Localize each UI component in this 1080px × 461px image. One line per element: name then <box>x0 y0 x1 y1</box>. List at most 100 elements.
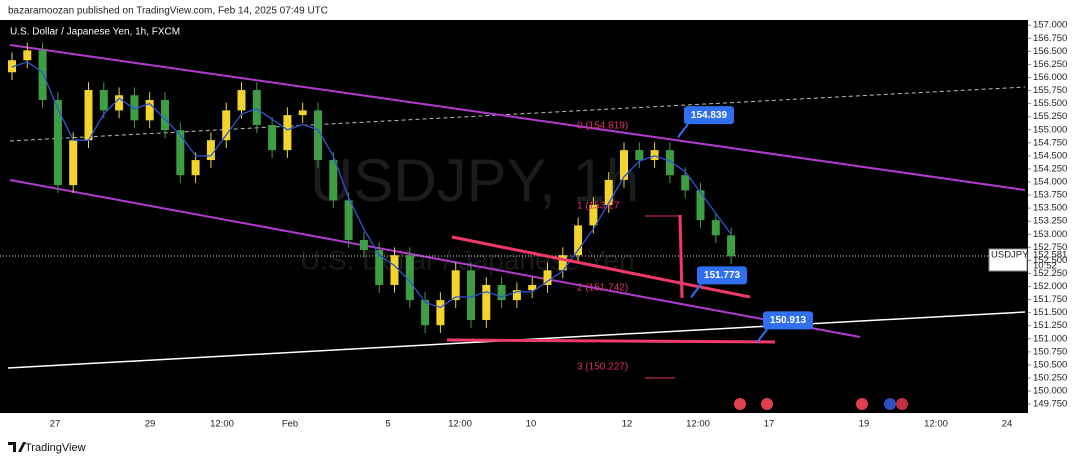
candle-body <box>252 90 261 126</box>
event-icon <box>896 398 908 410</box>
y-tick-label: 154.250 <box>1033 163 1067 174</box>
x-tick-label: 27 <box>50 419 61 430</box>
candle-body <box>298 110 307 116</box>
candle-body <box>650 150 659 161</box>
x-tick-label: 12:00 <box>686 419 710 430</box>
candle-body <box>222 110 231 141</box>
candle-body <box>421 300 430 326</box>
plot-area <box>0 20 1028 413</box>
y-tick-label: 153.500 <box>1033 203 1067 214</box>
x-tick-label: 12 <box>622 419 633 430</box>
candle-body <box>390 255 399 285</box>
publisher: bazaramoozan published on TradingView.co… <box>8 6 328 17</box>
countdown: 10:52 <box>1033 261 1057 272</box>
candle-body <box>543 270 552 285</box>
candle-body <box>727 235 736 257</box>
candle-body <box>711 220 720 236</box>
moving-average <box>11 61 732 309</box>
candle-body <box>696 190 705 221</box>
callouts: 154.839 151.773 150.913 <box>677 106 813 343</box>
callout-pointer <box>756 328 768 343</box>
candle-body <box>130 95 139 121</box>
candle-body <box>84 90 93 141</box>
candle-body <box>53 99 62 186</box>
candle-body <box>681 175 690 191</box>
y-tick-label: 152.000 <box>1033 281 1067 292</box>
candles <box>8 42 736 334</box>
candle-body <box>436 300 445 326</box>
fib-label: 2 (151.742) <box>577 283 628 294</box>
x-tick-label: 12:00 <box>210 419 234 430</box>
candle-body <box>528 284 537 291</box>
candle-body <box>604 179 613 206</box>
candle-body <box>8 60 16 73</box>
event-icon <box>884 398 896 410</box>
candle-body <box>451 270 460 301</box>
logo-mark <box>8 442 26 452</box>
y-tick-label: 150.250 <box>1033 373 1067 384</box>
candle-body <box>512 290 521 301</box>
x-tick-label: 17 <box>764 419 775 430</box>
footer: TradingView <box>25 442 86 454</box>
candle-body <box>344 200 353 241</box>
candle-body <box>23 50 32 61</box>
last-price-badge <box>988 248 1028 272</box>
callout-pointer <box>690 283 702 299</box>
y-tick-label: 153.000 <box>1033 229 1067 240</box>
y-tick-label: 151.500 <box>1033 307 1067 318</box>
symbol: USDJPY <box>991 250 1029 261</box>
candle-body <box>329 160 338 201</box>
y-tick-label: 151.000 <box>1033 333 1067 344</box>
candle-body <box>558 255 567 271</box>
x-tick-label: 12:00 <box>924 419 948 430</box>
y-tick-label: 154.500 <box>1033 150 1067 161</box>
y-tick-label: 151.250 <box>1033 320 1067 331</box>
channel-upper <box>9 44 1026 191</box>
candle-body <box>176 130 185 176</box>
candle-body <box>115 95 124 111</box>
y-tick-label: 155.500 <box>1033 98 1067 109</box>
callout-pointer <box>677 123 689 138</box>
candle-body <box>467 270 475 320</box>
channel-lower <box>9 179 861 338</box>
fib-label: 3 (150.227) <box>577 362 628 373</box>
event-icon <box>856 398 868 410</box>
callout-box <box>684 106 734 125</box>
candle-body <box>268 125 277 151</box>
candle-body <box>283 115 292 151</box>
x-tick-label: 24 <box>1002 419 1013 430</box>
watermark: USDJPY, 1h <box>310 147 639 214</box>
candle-body <box>206 140 215 161</box>
x-tick-label: 29 <box>145 419 156 430</box>
y-tick-label: 152.500 <box>1033 255 1067 266</box>
y-tick-label: 149.750 <box>1033 399 1067 410</box>
candle-body <box>375 249 384 285</box>
last-price: 152.581 <box>1033 250 1067 261</box>
x-tick-label: 5 <box>385 419 390 430</box>
y-tick-label: 153.750 <box>1033 190 1067 201</box>
y-tick-label: 156.250 <box>1033 59 1067 70</box>
y-tick-label: 154.000 <box>1033 177 1067 188</box>
y-tick-label: 153.250 <box>1033 216 1067 227</box>
candle-body <box>482 284 491 320</box>
candle-body <box>191 160 200 176</box>
callout-box <box>697 266 747 285</box>
y-tick-label: 150.000 <box>1033 386 1067 397</box>
x-tick-label: 10 <box>526 419 537 430</box>
candle-body <box>405 255 414 301</box>
event-icons <box>734 398 908 410</box>
candle-body <box>635 150 644 161</box>
candle-body <box>69 140 78 186</box>
candle-body <box>620 150 628 180</box>
y-tick-label: 151.750 <box>1033 294 1067 305</box>
candle-body <box>145 99 154 121</box>
candle-body <box>359 240 368 250</box>
candle-body <box>574 225 583 256</box>
y-tick-label: 156.750 <box>1033 33 1067 44</box>
y-tick-label: 157.000 <box>1033 20 1067 31</box>
annotations: 0 (154.819) 1 (153.27 2 (151.742) 3 (150… <box>446 121 776 373</box>
x-tick-label: Feb <box>282 419 298 430</box>
candle-body <box>314 110 322 161</box>
y-tick-label: 156.000 <box>1033 72 1067 83</box>
x-tick-label: 19 <box>859 419 870 430</box>
